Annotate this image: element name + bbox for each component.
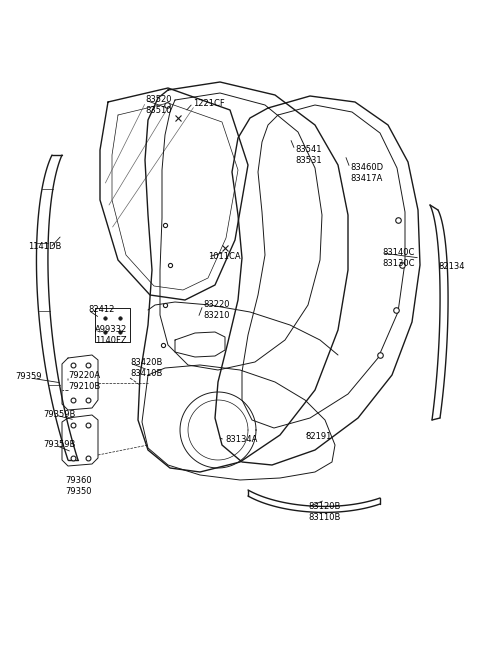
Text: 79220A
79210B: 79220A 79210B [68,371,100,391]
Text: 82191: 82191 [305,432,331,441]
Text: 79359B: 79359B [43,410,75,419]
Text: 1221CF: 1221CF [193,99,225,108]
Text: 79359: 79359 [15,372,41,381]
Text: 83460D
83417A: 83460D 83417A [350,163,383,183]
Text: 83520
83510: 83520 83510 [145,95,171,115]
Text: 83220
83210: 83220 83210 [203,300,229,320]
Text: 83120B
83110B: 83120B 83110B [308,502,340,522]
Text: 82134: 82134 [438,262,465,271]
Text: 83140C
83130C: 83140C 83130C [382,248,415,268]
Text: 82412: 82412 [88,305,114,314]
Text: 1011CA: 1011CA [208,252,240,261]
Text: 1141DB: 1141DB [28,242,61,251]
Text: 83134A: 83134A [225,435,257,444]
Text: A99332
1140FZ: A99332 1140FZ [95,325,127,345]
Text: 83541
83531: 83541 83531 [295,145,322,165]
Text: 79359B: 79359B [43,440,75,449]
Text: 83420B
83410B: 83420B 83410B [130,358,162,378]
Text: 79360
79350: 79360 79350 [65,476,92,496]
